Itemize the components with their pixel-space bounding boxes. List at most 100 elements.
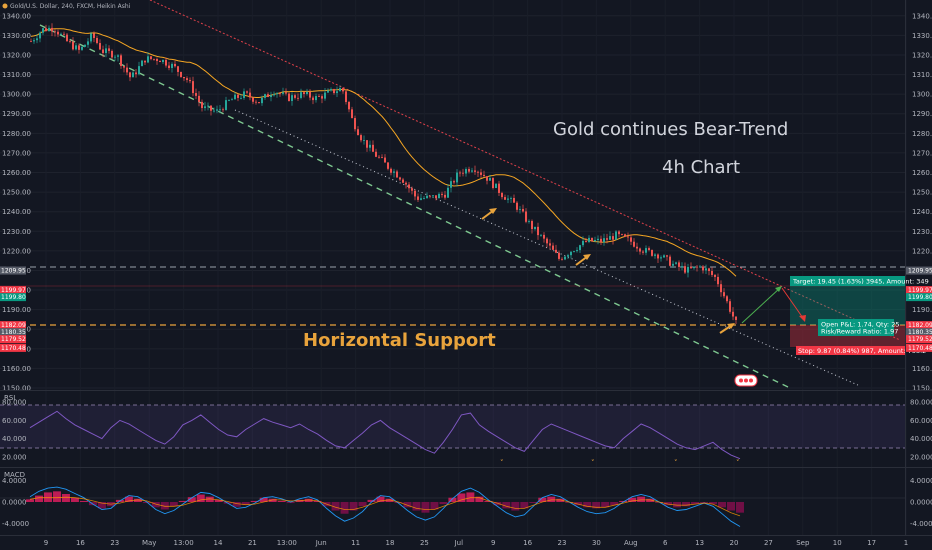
- time-tick-label: 14: [214, 539, 223, 547]
- candle-body: [690, 266, 692, 269]
- price-pane[interactable]: Target: 19.45 (1.63%) 3945, Amount: 349 …: [0, 0, 929, 535]
- price-tag-label-left: 1170.48: [1, 345, 26, 352]
- candle-body: [633, 241, 635, 247]
- time-tick-label: 16: [76, 539, 85, 547]
- candle-body: [708, 268, 710, 272]
- candle-body: [459, 172, 461, 174]
- price-tag-left: [0, 293, 26, 302]
- price-tick-label-left: 1160.00: [2, 365, 31, 373]
- candle-body: [564, 256, 566, 260]
- macd-hist-bar: [574, 502, 583, 506]
- candle-body: [114, 56, 116, 58]
- macd-hist-bar: [691, 502, 700, 505]
- candle-body: [243, 91, 245, 98]
- horizontal-levels: [0, 266, 905, 326]
- price-tag-left: [0, 286, 26, 295]
- macd-hist-bar: [466, 492, 475, 502]
- rsi-scale[interactable]: 20.000 20.000 40.000 40.000 60.000 60.000 80.0…: [2, 394, 932, 461]
- rsi-tick-label: 40.000: [910, 435, 932, 443]
- macd-hist-bar: [70, 497, 79, 502]
- candle-body: [42, 28, 44, 33]
- candle-body: [177, 66, 179, 72]
- down-arrow-line[interactable]: [781, 287, 804, 319]
- macd-hist-bar: [727, 502, 736, 511]
- macd-hist-bar: [331, 502, 340, 511]
- price-tag: [906, 293, 932, 302]
- candle-body: [627, 236, 629, 238]
- rsi-line[interactable]: [29, 410, 741, 460]
- rsi-pane[interactable]: ˅ ˅ ˅ ˅: [0, 404, 905, 467]
- candle-body: [147, 56, 149, 63]
- moving-average-line[interactable]: [30, 28, 737, 277]
- candle-body: [444, 194, 446, 198]
- time-tick-label: Jul: [454, 539, 464, 547]
- macd-hist-bar: [457, 493, 466, 502]
- candle-body: [666, 255, 668, 257]
- macd-hist-bar: [61, 494, 70, 502]
- price-tick-label-left: 1190.00: [2, 306, 31, 314]
- candle-body: [489, 178, 491, 181]
- candle-body: [342, 88, 344, 92]
- candle-body: [606, 238, 608, 240]
- candle-body: [618, 231, 620, 235]
- candle-body: [81, 46, 83, 50]
- rsi-tick-label-left: 40.000: [2, 435, 27, 443]
- macd-hist-bar: [502, 502, 511, 509]
- position-tool[interactable]: Target: 19.45 (1.63%) 3945, Amount: 349 …: [790, 276, 929, 355]
- macd-hist-bar: [439, 502, 448, 505]
- candle-body: [426, 195, 428, 199]
- rsi-tick-label: 60.000: [910, 417, 932, 425]
- candle-body: [483, 174, 485, 177]
- candle-body: [432, 195, 434, 197]
- macd-hist-bar: [736, 502, 744, 513]
- resistance-trendline[interactable]: [149, 0, 901, 341]
- candle-body: [462, 172, 464, 174]
- time-tick-label: 17: [867, 539, 876, 547]
- time-tick-label: 13: [695, 539, 704, 547]
- macd-pane[interactable]: [0, 486, 905, 527]
- price-tag: [906, 328, 932, 337]
- candle-body: [591, 237, 593, 242]
- candle-body: [36, 38, 38, 41]
- candle-body: [669, 256, 671, 266]
- events-icon[interactable]: [734, 374, 758, 387]
- candle-body: [60, 33, 62, 35]
- symbol-legend[interactable]: Gold/U.S. Dollar, 240, FXCM, Heikin Ashi: [10, 3, 131, 10]
- lower-channel-line[interactable]: [39, 24, 791, 389]
- candle-body: [705, 268, 707, 271]
- price-tag-left: [0, 335, 26, 344]
- macd-hist-bar: [52, 491, 61, 502]
- price-tick-label-left: 1260.00: [2, 169, 31, 177]
- signal-line[interactable]: [29, 496, 741, 517]
- candle-body: [306, 91, 308, 94]
- candle-body: [570, 251, 572, 256]
- macd-hist-bar: [601, 502, 610, 508]
- candle-body: [51, 27, 53, 32]
- target-zone[interactable]: [790, 286, 905, 325]
- candle-body: [693, 266, 695, 269]
- risk-reward-label: Risk/Reward Ratio: 1.97: [821, 328, 898, 336]
- price-tick-label: 1160.00: [912, 365, 932, 373]
- candle-body: [420, 198, 422, 200]
- candle-body: [594, 240, 596, 242]
- candle-body: [453, 181, 455, 183]
- candle-body: [609, 236, 611, 240]
- price-grid: [0, 15, 905, 389]
- time-scale[interactable]: 9 16 23 May 13:00 14 21 13:00 Jun 11 18 25 Jul 9 16 23 3…: [44, 539, 908, 547]
- macd-hist-bar: [232, 502, 241, 507]
- macd-scale[interactable]: -4.0000-4.00000.00000.00004.00004.0000MA…: [2, 471, 932, 528]
- trend-channel: [39, 0, 901, 389]
- up-arrow-line[interactable]: [741, 287, 781, 324]
- candle-body: [603, 238, 605, 243]
- candle-body: [630, 237, 632, 242]
- macd-hist-bar: [556, 498, 565, 502]
- candle-body: [423, 198, 425, 199]
- price-tag-label: 1209.95: [908, 268, 932, 275]
- candle-body: [234, 94, 236, 100]
- candle-body: [54, 31, 56, 33]
- candle-body: [441, 193, 443, 195]
- time-tick-label: Aug: [624, 539, 638, 547]
- candle-body: [540, 234, 542, 236]
- chart-title-line1: Gold continues Bear-Trend: [553, 119, 788, 140]
